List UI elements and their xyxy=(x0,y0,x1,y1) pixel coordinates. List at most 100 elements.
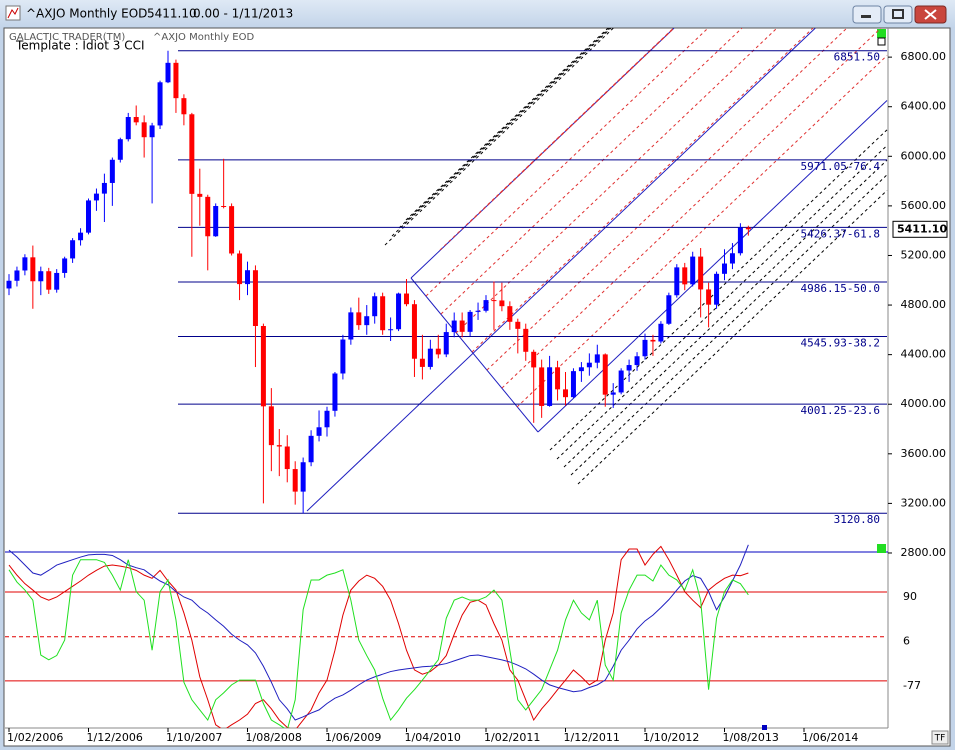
trend-line xyxy=(563,159,888,468)
candle-body xyxy=(547,367,553,406)
candle-body xyxy=(404,293,409,305)
trend-line xyxy=(384,28,614,246)
trend-line xyxy=(306,28,816,512)
candle-body xyxy=(46,271,52,290)
panel-marker xyxy=(877,37,886,46)
candle-body xyxy=(252,270,258,327)
y-tick-label: 90 xyxy=(903,590,917,603)
candle-body xyxy=(570,371,576,398)
title-symbol: ^AXJO Monthly EOD xyxy=(26,7,147,21)
candle-body xyxy=(332,373,338,411)
candle-body xyxy=(133,117,139,123)
candle-body xyxy=(356,312,362,326)
trend-line xyxy=(471,28,814,353)
x-tick-label: 1/02/2006 xyxy=(7,731,63,744)
candle-body xyxy=(125,117,131,140)
candle-body xyxy=(459,320,465,332)
cci-line xyxy=(8,545,749,728)
app-icon-glyph xyxy=(7,7,19,19)
maximize-button[interactable] xyxy=(883,5,913,24)
candle-body xyxy=(642,339,648,357)
candle-body xyxy=(221,206,227,208)
candle-body xyxy=(292,469,298,492)
trend-line xyxy=(425,28,709,297)
trend-line xyxy=(486,28,848,371)
candle-body xyxy=(189,114,195,194)
candle-body xyxy=(729,253,735,264)
candle-body xyxy=(101,182,107,194)
candle-body xyxy=(324,410,330,428)
price-marker xyxy=(892,220,948,238)
minimize-glyph xyxy=(861,15,871,18)
title-price: 5411.10 xyxy=(147,7,197,21)
trend-line xyxy=(410,277,539,433)
candle-body xyxy=(690,256,696,285)
candle-body xyxy=(237,253,243,285)
candle-body xyxy=(308,435,314,463)
candle-body xyxy=(491,300,497,302)
trend-line xyxy=(516,55,888,408)
y-tick-label: 6000.00 xyxy=(901,149,947,162)
minimize-button[interactable] xyxy=(852,5,882,24)
candle-body xyxy=(507,306,513,322)
title-bar xyxy=(0,0,955,28)
y-tick-label: 4800.00 xyxy=(901,298,947,311)
trend-line xyxy=(537,100,888,433)
candle-body xyxy=(396,293,402,330)
candle-body xyxy=(674,267,680,296)
candle-body xyxy=(714,273,720,305)
cci-line xyxy=(8,544,749,721)
panel-marker xyxy=(877,544,886,553)
candle-body xyxy=(539,367,545,406)
candle-body xyxy=(451,320,457,333)
candle-body xyxy=(38,271,44,282)
level-label: 4986.15-50.0 xyxy=(801,282,880,295)
candle-body xyxy=(284,446,290,470)
trend-line xyxy=(577,190,888,485)
candle-body xyxy=(30,257,36,282)
maximize-glyph xyxy=(892,9,904,19)
candle-body xyxy=(467,311,473,332)
x-tick-label: 1/02/2011 xyxy=(484,731,540,744)
app-icon xyxy=(5,5,21,21)
candle-body xyxy=(419,358,425,367)
trend-line xyxy=(398,28,610,229)
candle-body xyxy=(78,232,84,241)
candle-body xyxy=(165,62,171,83)
trend-line xyxy=(556,145,888,460)
candle-body xyxy=(737,227,743,254)
trend-line xyxy=(499,28,675,194)
candle-body xyxy=(650,339,656,342)
panel-marker xyxy=(877,29,886,38)
candle-body xyxy=(149,125,155,138)
y-tick-label: 4400.00 xyxy=(901,348,947,361)
x-tick-label: 1/12/2006 xyxy=(87,731,143,744)
candle-body xyxy=(523,328,529,352)
candle-body xyxy=(380,296,386,331)
candle-body xyxy=(515,321,521,329)
candle-body xyxy=(722,263,727,274)
candle-body xyxy=(260,326,266,407)
candle-body xyxy=(276,445,282,447)
tf-button-label[interactable]: TF xyxy=(934,734,946,744)
candle-body xyxy=(666,295,672,324)
candle-body xyxy=(578,367,584,372)
candle-body xyxy=(6,280,12,289)
candle-body xyxy=(340,339,346,374)
candle-body xyxy=(586,362,592,368)
candle-body xyxy=(157,82,163,126)
x-tick-label: 1/12/2011 xyxy=(564,731,620,744)
candle-body xyxy=(698,256,704,290)
candle-body xyxy=(173,62,179,99)
x-tick-label: 1/06/2014 xyxy=(802,731,858,744)
level-label: 4545.93-38.2 xyxy=(801,337,880,350)
candle-body xyxy=(411,304,417,359)
candle-body xyxy=(86,200,91,233)
candle-body xyxy=(555,367,561,390)
candle-body xyxy=(563,389,568,398)
scroll-marker xyxy=(762,725,767,730)
x-tick-label: 1/10/2012 xyxy=(643,731,699,744)
candle-body xyxy=(22,257,28,271)
tf-button[interactable] xyxy=(931,730,949,745)
